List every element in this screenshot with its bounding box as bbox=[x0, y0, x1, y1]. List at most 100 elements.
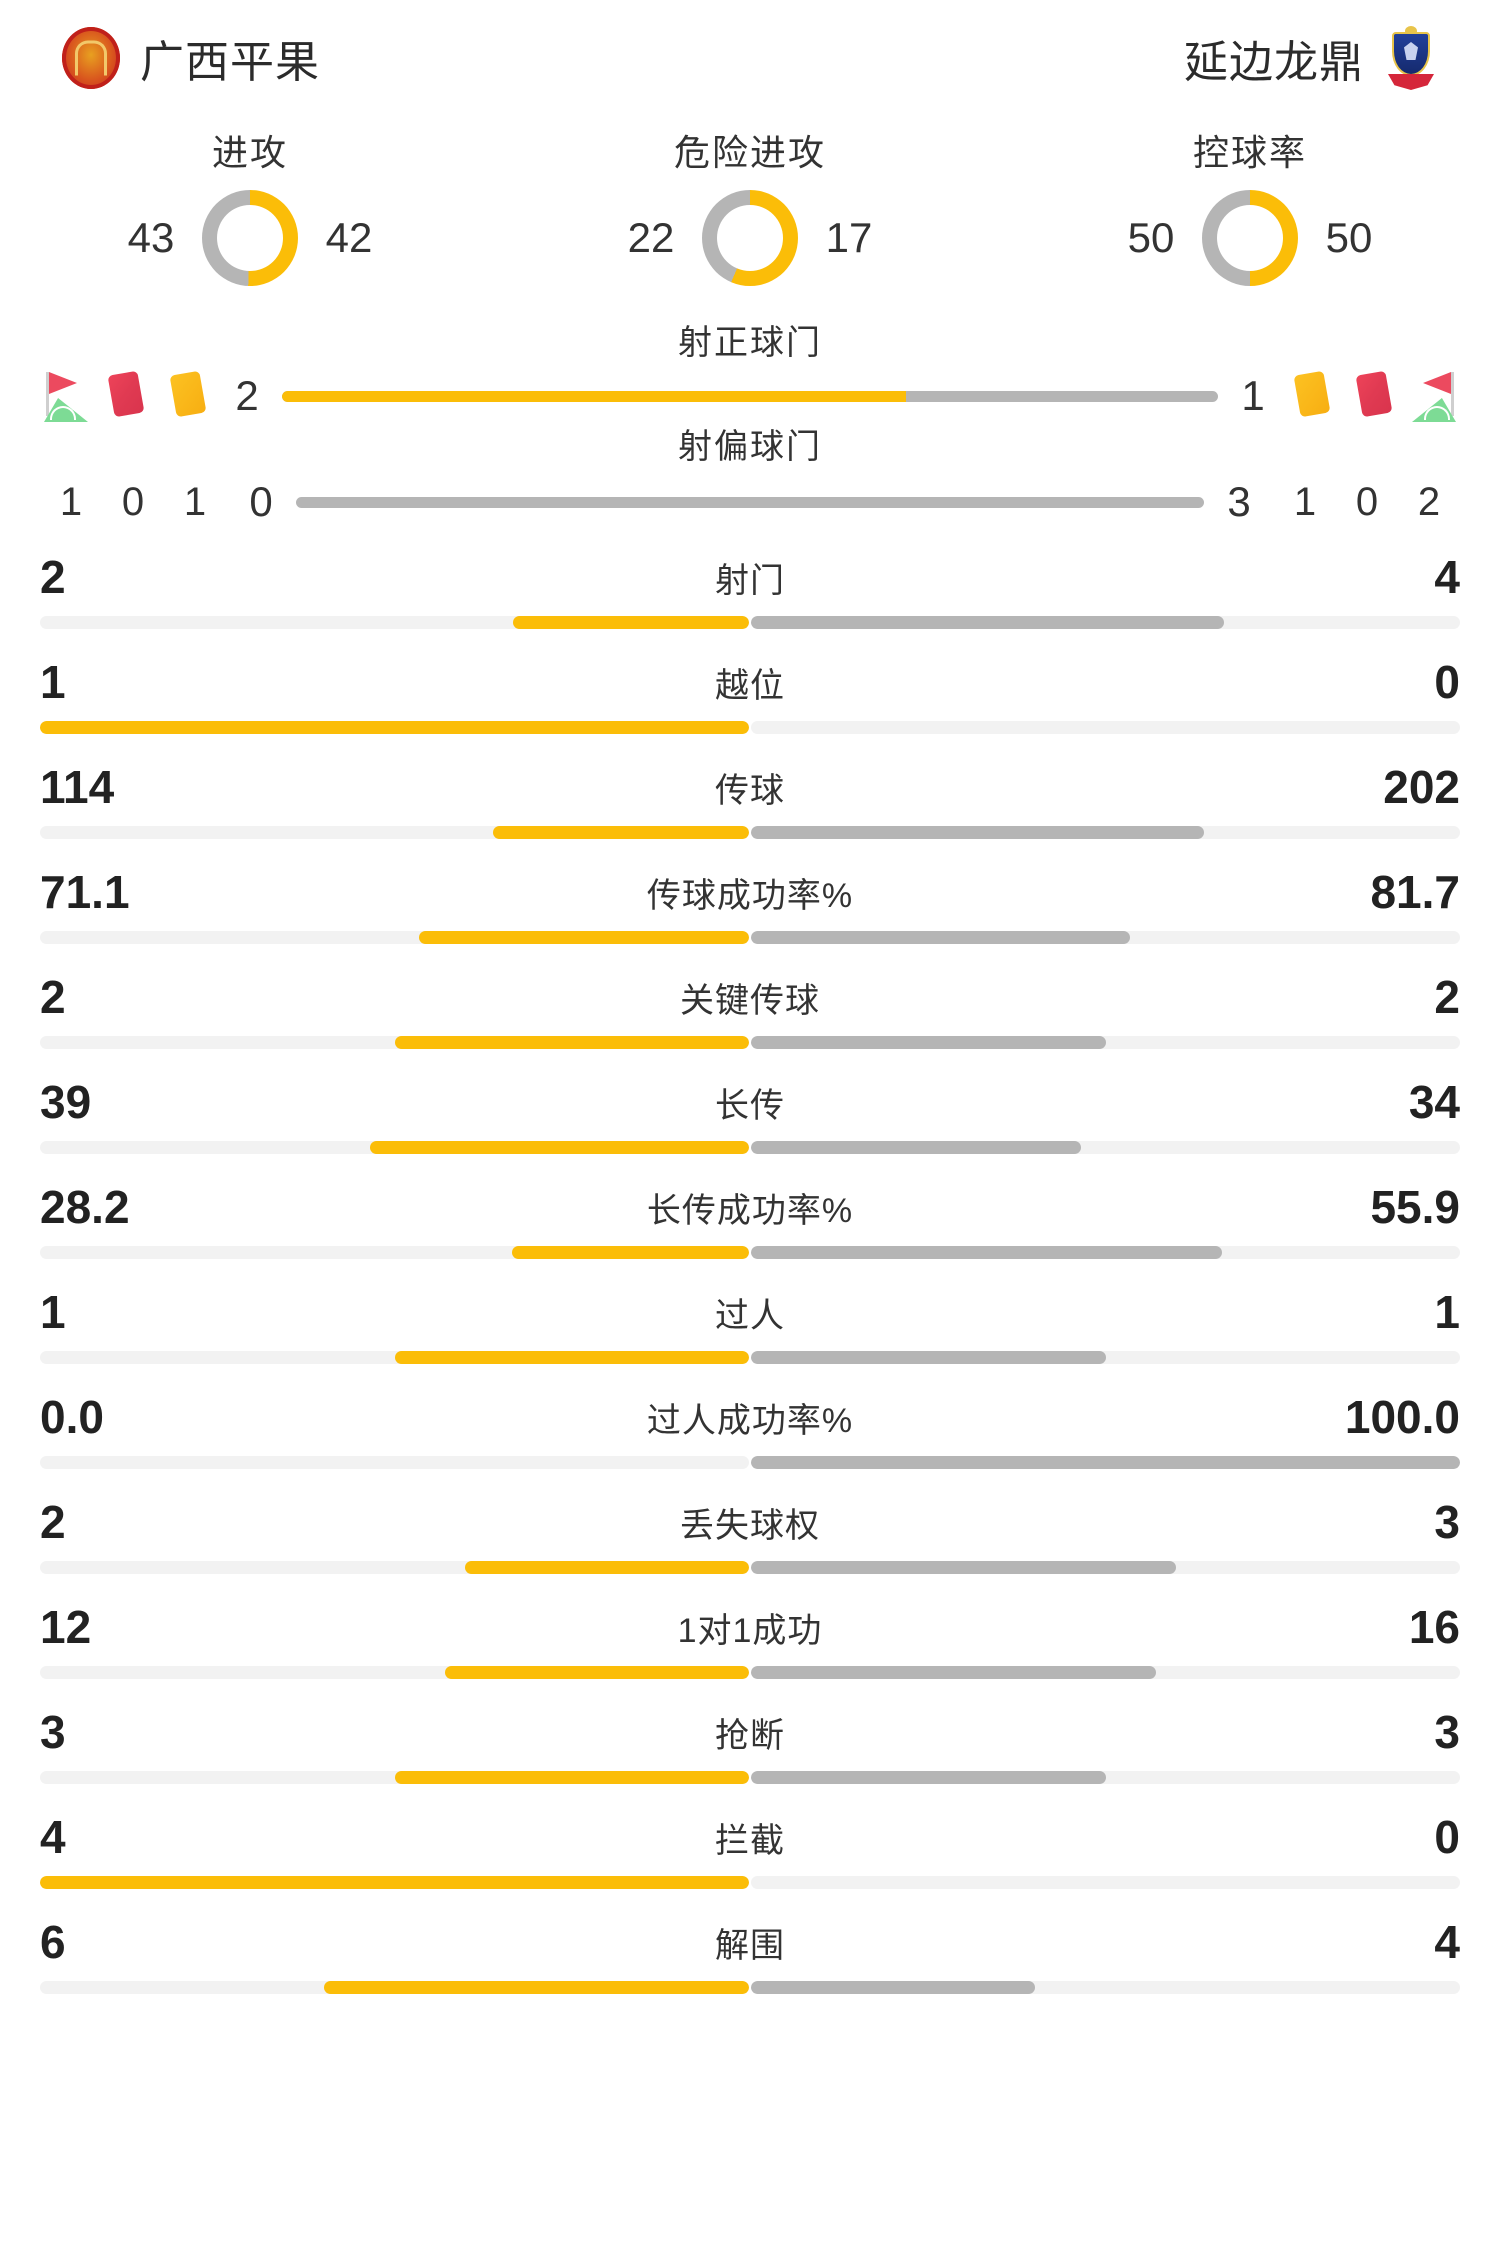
home-icon-counts: 1 0 1 bbox=[40, 480, 226, 525]
stat-bar-home bbox=[40, 1771, 749, 1784]
stat-label: 过人 bbox=[715, 1297, 785, 1335]
stat-row: 28.2 长传成功率% 55.9 bbox=[40, 1168, 1460, 1273]
away-team[interactable]: 延边龙鼎 bbox=[1184, 26, 1438, 90]
stat-away-value: 4 bbox=[1434, 1916, 1460, 1968]
donut-attack: 进攻 43 42 bbox=[0, 124, 500, 316]
stat-bar-home bbox=[40, 1666, 749, 1679]
away-discipline-icons bbox=[1288, 370, 1460, 422]
stat-bar-away bbox=[751, 1771, 1460, 1784]
home-team-crest-icon bbox=[62, 27, 120, 89]
stat-bar-home bbox=[40, 931, 749, 944]
donut-possession: 控球率 50 50 bbox=[1000, 124, 1500, 316]
stat-home-value: 1 bbox=[40, 1286, 66, 1338]
stat-bar-away bbox=[751, 1981, 1460, 1994]
stat-bar-home bbox=[40, 826, 749, 839]
stat-row: 2 丢失球权 3 bbox=[40, 1483, 1460, 1588]
stat-bar-pair bbox=[40, 931, 1460, 944]
stat-bar-pair bbox=[40, 1141, 1460, 1154]
stat-row: 2 关键传球 2 bbox=[40, 958, 1460, 1063]
stat-home-value: 1 bbox=[40, 656, 66, 708]
donut-dangerous-attack: 危险进攻 22 17 bbox=[500, 124, 1000, 316]
donut-away-value: 17 bbox=[825, 214, 873, 261]
stat-bar-home bbox=[40, 1141, 749, 1154]
stat-away-value: 0 bbox=[1434, 656, 1460, 708]
home-team[interactable]: 广西平果 bbox=[62, 26, 320, 90]
stat-home-value: 0.0 bbox=[40, 1391, 104, 1443]
stat-bar-pair bbox=[40, 1351, 1460, 1364]
shots-and-discipline-block: 射正球门 2 1 射偏球门 bbox=[0, 316, 1500, 528]
shots-off-target-away-value: 3 bbox=[1227, 478, 1251, 525]
stat-label: 长传成功率% bbox=[646, 1192, 854, 1230]
shots-on-target-row: 2 1 bbox=[40, 370, 1460, 422]
stat-bar-pair bbox=[40, 616, 1460, 629]
corner-flag-icon bbox=[1412, 370, 1460, 422]
stat-label: 过人成功率% bbox=[646, 1402, 854, 1440]
stat-row: 4 拦截 0 bbox=[40, 1798, 1460, 1903]
away-team-crest-icon bbox=[1384, 26, 1438, 90]
stat-home-value: 2 bbox=[40, 971, 66, 1023]
stat-bar-pair bbox=[40, 721, 1460, 734]
home-corner-count: 1 bbox=[59, 479, 83, 524]
stat-bar-away bbox=[751, 1246, 1460, 1259]
stat-label: 传球成功率% bbox=[646, 877, 854, 915]
stat-home-value: 6 bbox=[40, 1916, 66, 1968]
stat-bar-pair bbox=[40, 1246, 1460, 1259]
stat-label: 解围 bbox=[715, 1927, 785, 1965]
stat-bar-away bbox=[751, 721, 1460, 734]
stat-bar-home bbox=[40, 1876, 749, 1889]
stat-bar-home bbox=[40, 1351, 749, 1364]
stat-home-value: 3 bbox=[40, 1706, 66, 1758]
stat-bar-away bbox=[751, 1036, 1460, 1049]
stat-bar-away bbox=[751, 931, 1460, 944]
stat-home-value: 4 bbox=[40, 1811, 66, 1863]
stat-row: 0.0 过人成功率% 100.0 bbox=[40, 1378, 1460, 1483]
stat-home-value: 39 bbox=[40, 1076, 92, 1128]
stat-away-value: 3 bbox=[1434, 1706, 1460, 1758]
home-team-name: 广西平果 bbox=[140, 38, 320, 87]
stat-away-value: 202 bbox=[1383, 761, 1460, 813]
stat-row: 6 解围 4 bbox=[40, 1903, 1460, 2008]
stat-label: 丢失球权 bbox=[680, 1507, 820, 1545]
stat-bar-away bbox=[751, 826, 1460, 839]
donut-away-value: 50 bbox=[1325, 214, 1373, 261]
shots-on-target-label: 射正球门 bbox=[678, 324, 822, 362]
stat-home-value: 114 bbox=[40, 761, 115, 813]
stat-label: 射门 bbox=[715, 562, 785, 600]
stat-bar-away bbox=[751, 616, 1460, 629]
stat-label: 长传 bbox=[715, 1087, 785, 1125]
stat-home-value: 2 bbox=[40, 1496, 66, 1548]
away-team-name: 延边龙鼎 bbox=[1184, 38, 1364, 87]
stat-row: 3 抢断 3 bbox=[40, 1693, 1460, 1798]
donut-away-value: 42 bbox=[325, 214, 373, 261]
stat-bar-pair bbox=[40, 1561, 1460, 1574]
stat-bar-away bbox=[751, 1561, 1460, 1574]
stat-home-value: 2 bbox=[40, 551, 66, 603]
shots-on-target-home-value: 2 bbox=[235, 372, 259, 419]
stat-bar-pair bbox=[40, 826, 1460, 839]
shots-off-target-row: 1 0 1 0 3 1 0 2 bbox=[40, 476, 1460, 528]
donut-title: 进攻 bbox=[211, 132, 288, 173]
stat-bar-home bbox=[40, 1246, 749, 1259]
stat-bar-home bbox=[40, 1036, 749, 1049]
stat-row: 71.1 传球成功率% 81.7 bbox=[40, 853, 1460, 958]
stat-away-value: 1 bbox=[1434, 1286, 1460, 1338]
stat-home-value: 28.2 bbox=[40, 1181, 130, 1233]
stat-bar-home bbox=[40, 721, 749, 734]
donut-summary: 进攻 43 42 危险进攻 22 17 控球率 50 50 bbox=[0, 116, 1500, 316]
away-red-card-count: 0 bbox=[1355, 479, 1379, 524]
stat-bar-pair bbox=[40, 1771, 1460, 1784]
stat-away-value: 55.9 bbox=[1370, 1181, 1460, 1233]
stat-bar-home bbox=[40, 616, 749, 629]
stats-list: 2 射门 4 1 越位 0 114 传球 202 71.1 传球成功率% 81.7 2 关键传球 2 39 长传… bbox=[0, 528, 1500, 2008]
stat-label: 拦截 bbox=[715, 1822, 785, 1860]
stat-bar-pair bbox=[40, 1036, 1460, 1049]
shots-off-target-home-value: 0 bbox=[249, 478, 273, 525]
stat-bar-away bbox=[751, 1351, 1460, 1364]
home-red-card-count: 0 bbox=[121, 479, 145, 524]
stat-row: 2 射门 4 bbox=[40, 538, 1460, 643]
stat-label: 抢断 bbox=[715, 1717, 785, 1755]
corner-flag-icon bbox=[40, 370, 88, 422]
stat-away-value: 4 bbox=[1434, 551, 1460, 603]
home-discipline-icons bbox=[40, 370, 212, 422]
donut-title: 危险进攻 bbox=[673, 132, 826, 173]
